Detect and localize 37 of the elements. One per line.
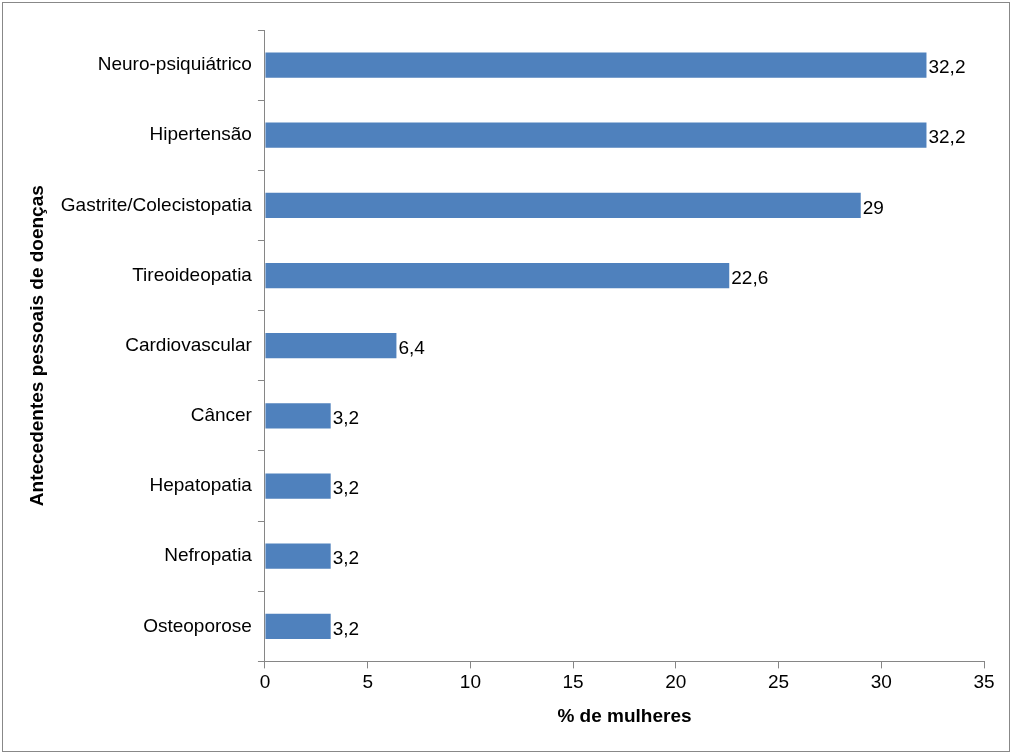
y-tick-label: Tireoideopatia bbox=[132, 263, 253, 285]
x-tick-label: 5 bbox=[362, 671, 373, 693]
y-tick-label: Hipertensão bbox=[149, 123, 252, 145]
x-tick-label: 30 bbox=[870, 671, 892, 693]
data-label: 22,6 bbox=[731, 266, 769, 288]
bar bbox=[265, 473, 331, 499]
data-label: 32,2 bbox=[928, 126, 966, 148]
y-tick-label: Câncer bbox=[190, 404, 253, 426]
x-tick-label: 25 bbox=[767, 671, 790, 693]
data-label: 3,2 bbox=[332, 547, 360, 569]
x-axis-title: % de mulheres bbox=[557, 704, 692, 726]
y-axis-title: Antecedentes pessoais de doenças bbox=[25, 185, 47, 507]
bar bbox=[265, 543, 331, 569]
x-tick-label: 35 bbox=[973, 671, 995, 693]
y-tick-label: Gastrite/Colecistopatia bbox=[60, 193, 253, 215]
bar bbox=[265, 403, 331, 429]
bar bbox=[265, 192, 861, 219]
data-label: 32,2 bbox=[928, 56, 966, 78]
y-tick-label: Neuro-psiquiátrico bbox=[97, 53, 252, 75]
x-tick-label: 0 bbox=[259, 671, 271, 693]
x-tick-label: 10 bbox=[459, 671, 481, 693]
data-label: 3,2 bbox=[332, 407, 360, 429]
bar bbox=[265, 613, 331, 639]
data-label: 3,2 bbox=[332, 617, 360, 639]
bar bbox=[265, 333, 397, 359]
x-tick-label: 15 bbox=[562, 671, 584, 693]
data-label: 6,4 bbox=[398, 336, 426, 358]
y-tick-label: Cardiovascular bbox=[125, 333, 253, 355]
data-label: 29 bbox=[862, 196, 884, 218]
bar bbox=[265, 122, 927, 148]
bar bbox=[265, 52, 927, 78]
y-tick-label: Osteoporose bbox=[143, 614, 252, 636]
bar bbox=[265, 262, 730, 289]
y-tick-label: Hepatopatia bbox=[149, 474, 253, 496]
x-tick-label: 20 bbox=[665, 671, 687, 693]
data-label: 3,2 bbox=[332, 477, 360, 499]
y-tick-label: Nefropatia bbox=[164, 544, 253, 566]
